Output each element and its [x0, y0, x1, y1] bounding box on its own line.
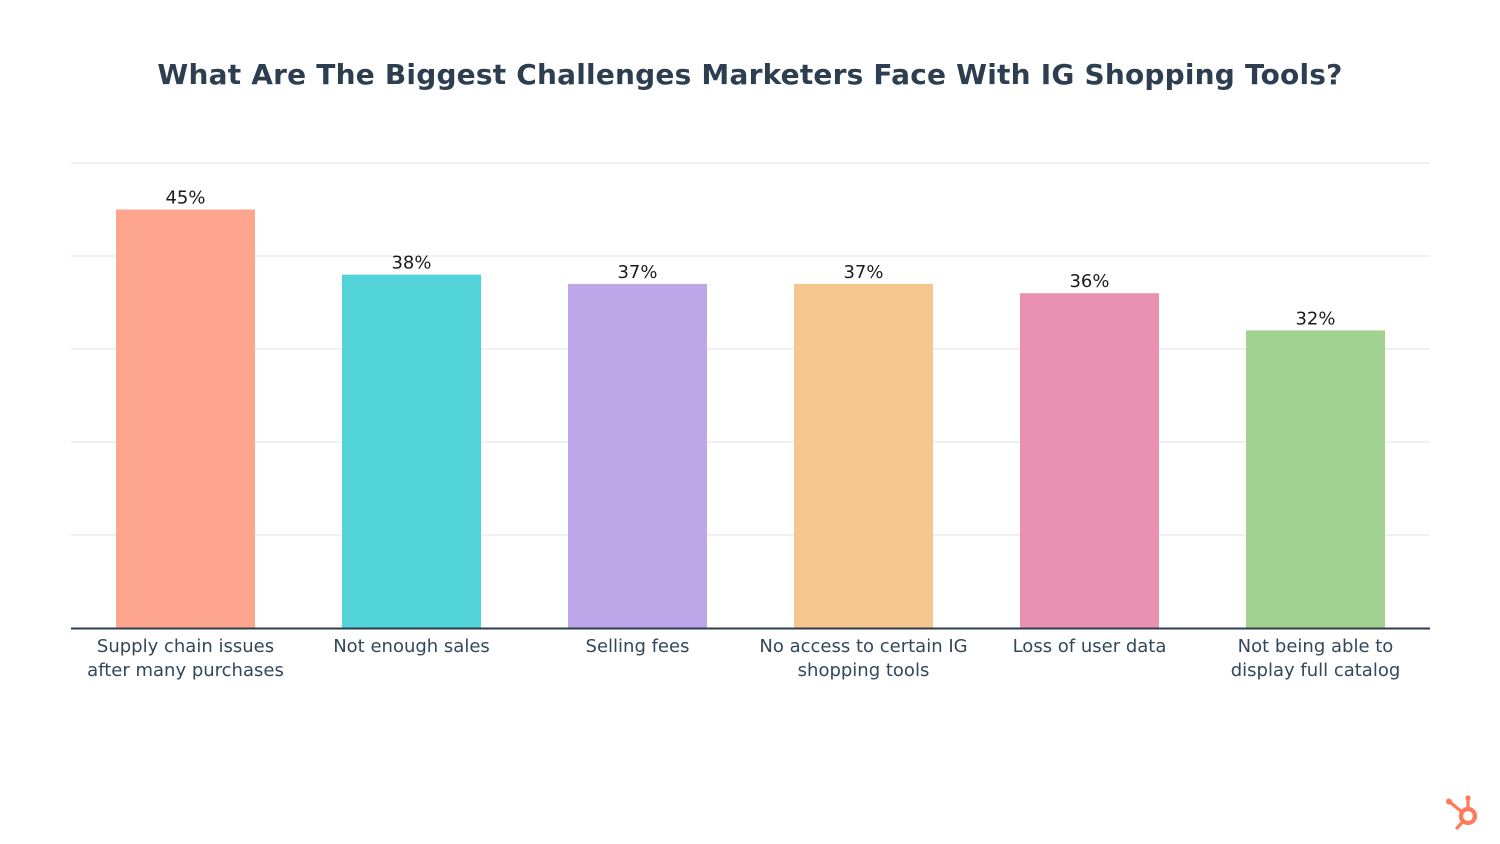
data-label: 38%	[391, 253, 431, 274]
category-label: Loss of user data	[1013, 636, 1167, 657]
bar	[1246, 330, 1385, 628]
category-label: No access to certain IG shopping tools	[759, 636, 967, 681]
bars	[116, 209, 1385, 628]
data-label: 45%	[165, 188, 205, 209]
bar	[794, 283, 933, 628]
data-labels: 45% 38% 37% 37% 36% 32%	[165, 188, 1335, 330]
category-label-line: No access to certain IG	[759, 636, 967, 657]
data-label: 37%	[617, 262, 657, 283]
bar	[342, 274, 481, 628]
data-label: 36%	[1069, 271, 1109, 292]
category-label-line: display full catalog	[1231, 660, 1401, 681]
bar	[1020, 293, 1159, 628]
category-label-line: shopping tools	[798, 660, 930, 681]
category-label: Not being able to display full catalog	[1231, 636, 1401, 681]
category-label-line: Not enough sales	[333, 636, 490, 657]
category-label-line: Loss of user data	[1013, 636, 1167, 657]
data-label: 37%	[843, 262, 883, 283]
category-label-line: after many purchases	[87, 660, 284, 681]
category-labels: Supply chain issues after many purchases N…	[87, 636, 1400, 681]
category-label: Not enough sales	[333, 636, 490, 657]
category-label-line: Not being able to	[1238, 636, 1394, 657]
hubspot-sprocket-icon	[1446, 795, 1478, 830]
bar	[116, 209, 255, 628]
chart-title: What Are The Biggest Challenges Marketer…	[157, 58, 1343, 91]
category-label: Selling fees	[586, 636, 690, 657]
bar	[568, 283, 707, 628]
category-label: Supply chain issues after many purchases	[87, 636, 284, 681]
gridlines	[71, 162, 1430, 536]
category-label-line: Supply chain issues	[97, 636, 274, 657]
data-label: 32%	[1295, 308, 1335, 329]
category-label-line: Selling fees	[586, 636, 690, 657]
